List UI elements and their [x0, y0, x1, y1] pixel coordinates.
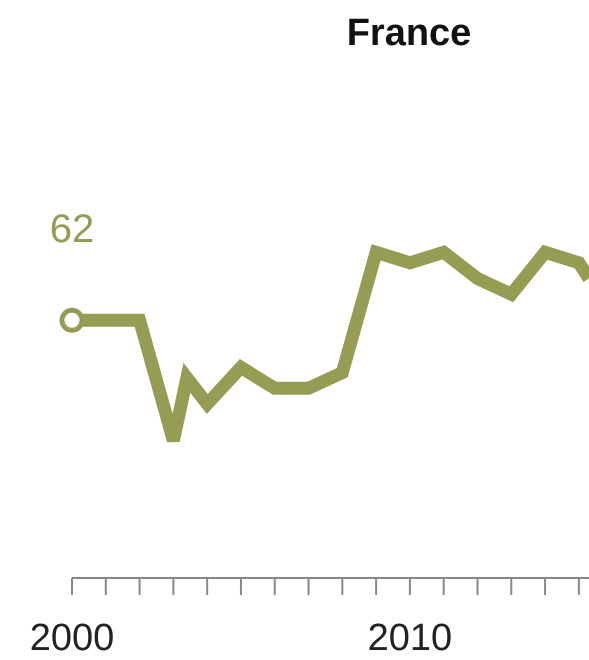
x-tick-label: 2010: [368, 617, 453, 659]
start-value-label: 62: [50, 207, 95, 251]
series-line: [72, 244, 589, 443]
x-tick-label: 2000: [30, 617, 115, 659]
series-layer: [59, 244, 589, 443]
chart-title: France: [347, 12, 472, 54]
start-point-marker: [59, 307, 85, 333]
x-axis: 2000 2010: [30, 577, 589, 659]
